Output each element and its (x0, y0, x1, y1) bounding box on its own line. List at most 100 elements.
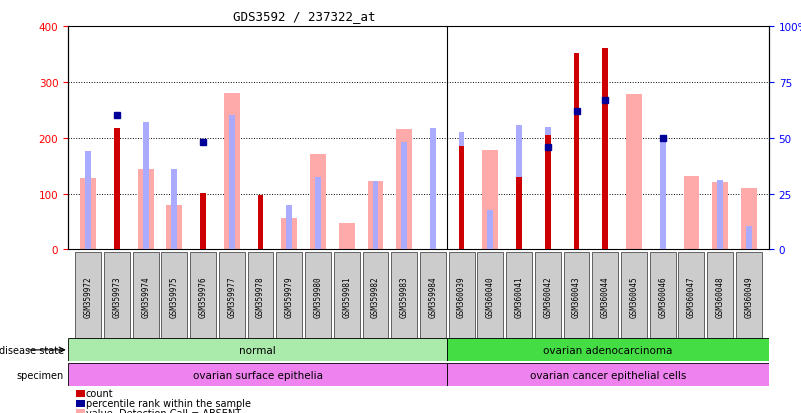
FancyBboxPatch shape (420, 252, 446, 339)
Bar (574, 54, 579, 250)
FancyBboxPatch shape (334, 252, 360, 339)
FancyBboxPatch shape (276, 252, 302, 339)
Text: GSM359983: GSM359983 (400, 275, 409, 317)
Bar (138, 170, 154, 250)
Text: disease state: disease state (0, 345, 64, 355)
FancyBboxPatch shape (707, 252, 733, 339)
Text: GDS3592 / 237322_at: GDS3592 / 237322_at (233, 10, 376, 23)
Text: normal: normal (239, 345, 276, 355)
Text: GSM360044: GSM360044 (601, 275, 610, 317)
FancyBboxPatch shape (592, 252, 618, 339)
Bar (258, 196, 264, 250)
Text: GSM359978: GSM359978 (256, 275, 265, 317)
Bar (746, 226, 751, 250)
Bar (488, 211, 493, 250)
Text: GSM360041: GSM360041 (514, 275, 524, 317)
Bar (368, 182, 384, 250)
Bar (200, 194, 206, 250)
Text: GSM359980: GSM359980 (313, 275, 323, 317)
Text: GSM360046: GSM360046 (658, 275, 667, 317)
Text: GSM360045: GSM360045 (630, 275, 638, 317)
Text: GSM359974: GSM359974 (141, 275, 150, 317)
Bar (310, 155, 326, 250)
Bar (712, 183, 728, 250)
Text: GSM360039: GSM360039 (457, 275, 466, 317)
FancyBboxPatch shape (621, 252, 647, 339)
FancyBboxPatch shape (736, 252, 762, 339)
Text: GSM360048: GSM360048 (715, 275, 725, 317)
FancyBboxPatch shape (447, 363, 769, 386)
Bar (315, 178, 321, 250)
FancyBboxPatch shape (477, 252, 503, 339)
Bar (281, 218, 297, 250)
Bar (171, 170, 177, 250)
Text: GSM360047: GSM360047 (687, 275, 696, 317)
Text: GSM360042: GSM360042 (543, 275, 552, 317)
Text: ovarian surface epithelia: ovarian surface epithelia (193, 370, 323, 380)
FancyBboxPatch shape (305, 252, 331, 339)
FancyBboxPatch shape (506, 252, 532, 339)
Text: GSM359975: GSM359975 (170, 275, 179, 317)
Text: GSM359979: GSM359979 (285, 275, 294, 317)
FancyBboxPatch shape (678, 252, 704, 339)
Bar (372, 182, 378, 250)
Bar (80, 178, 96, 250)
Bar (76, 400, 85, 407)
Bar (76, 390, 85, 397)
Bar (430, 128, 436, 250)
Bar (545, 135, 550, 250)
Bar (626, 95, 642, 250)
Text: GSM359976: GSM359976 (199, 275, 207, 317)
Text: GSM359972: GSM359972 (83, 275, 93, 317)
Bar (683, 176, 699, 250)
Bar (459, 133, 465, 250)
FancyBboxPatch shape (75, 252, 101, 339)
Text: GSM359982: GSM359982 (371, 275, 380, 317)
Bar (482, 151, 498, 250)
Bar (602, 49, 608, 250)
Bar (516, 178, 522, 250)
Text: ovarian cancer epithelial cells: ovarian cancer epithelial cells (530, 370, 686, 380)
Bar (401, 143, 407, 250)
Bar (143, 123, 148, 250)
Bar (167, 205, 183, 250)
Bar (741, 188, 757, 250)
Bar (86, 152, 91, 250)
FancyBboxPatch shape (650, 252, 675, 339)
Bar (516, 126, 522, 250)
Text: count: count (86, 389, 114, 399)
FancyBboxPatch shape (68, 339, 447, 361)
FancyBboxPatch shape (219, 252, 245, 339)
FancyBboxPatch shape (363, 252, 388, 339)
FancyBboxPatch shape (535, 252, 561, 339)
FancyBboxPatch shape (68, 363, 447, 386)
Text: GSM359977: GSM359977 (227, 275, 236, 317)
FancyBboxPatch shape (133, 252, 159, 339)
Bar (459, 147, 465, 250)
Text: GSM359981: GSM359981 (342, 275, 351, 317)
FancyBboxPatch shape (104, 252, 130, 339)
Bar (258, 203, 264, 250)
Bar (224, 94, 239, 250)
Text: specimen: specimen (17, 370, 64, 380)
FancyBboxPatch shape (447, 339, 769, 361)
Text: ovarian adenocarcinoma: ovarian adenocarcinoma (543, 345, 673, 355)
Text: percentile rank within the sample: percentile rank within the sample (86, 398, 251, 408)
Bar (229, 116, 235, 250)
Bar (76, 409, 85, 413)
Text: GSM359984: GSM359984 (429, 275, 437, 317)
FancyBboxPatch shape (564, 252, 590, 339)
FancyBboxPatch shape (449, 252, 474, 339)
FancyBboxPatch shape (190, 252, 216, 339)
Text: GSM360040: GSM360040 (486, 275, 495, 317)
Text: value, Detection Call = ABSENT: value, Detection Call = ABSENT (86, 408, 241, 413)
FancyBboxPatch shape (391, 252, 417, 339)
Bar (114, 128, 120, 250)
Bar (287, 205, 292, 250)
Bar (717, 181, 723, 250)
FancyBboxPatch shape (162, 252, 187, 339)
Bar (396, 130, 412, 250)
Text: GSM360043: GSM360043 (572, 275, 581, 317)
FancyBboxPatch shape (248, 252, 273, 339)
Text: GSM360049: GSM360049 (744, 275, 754, 317)
